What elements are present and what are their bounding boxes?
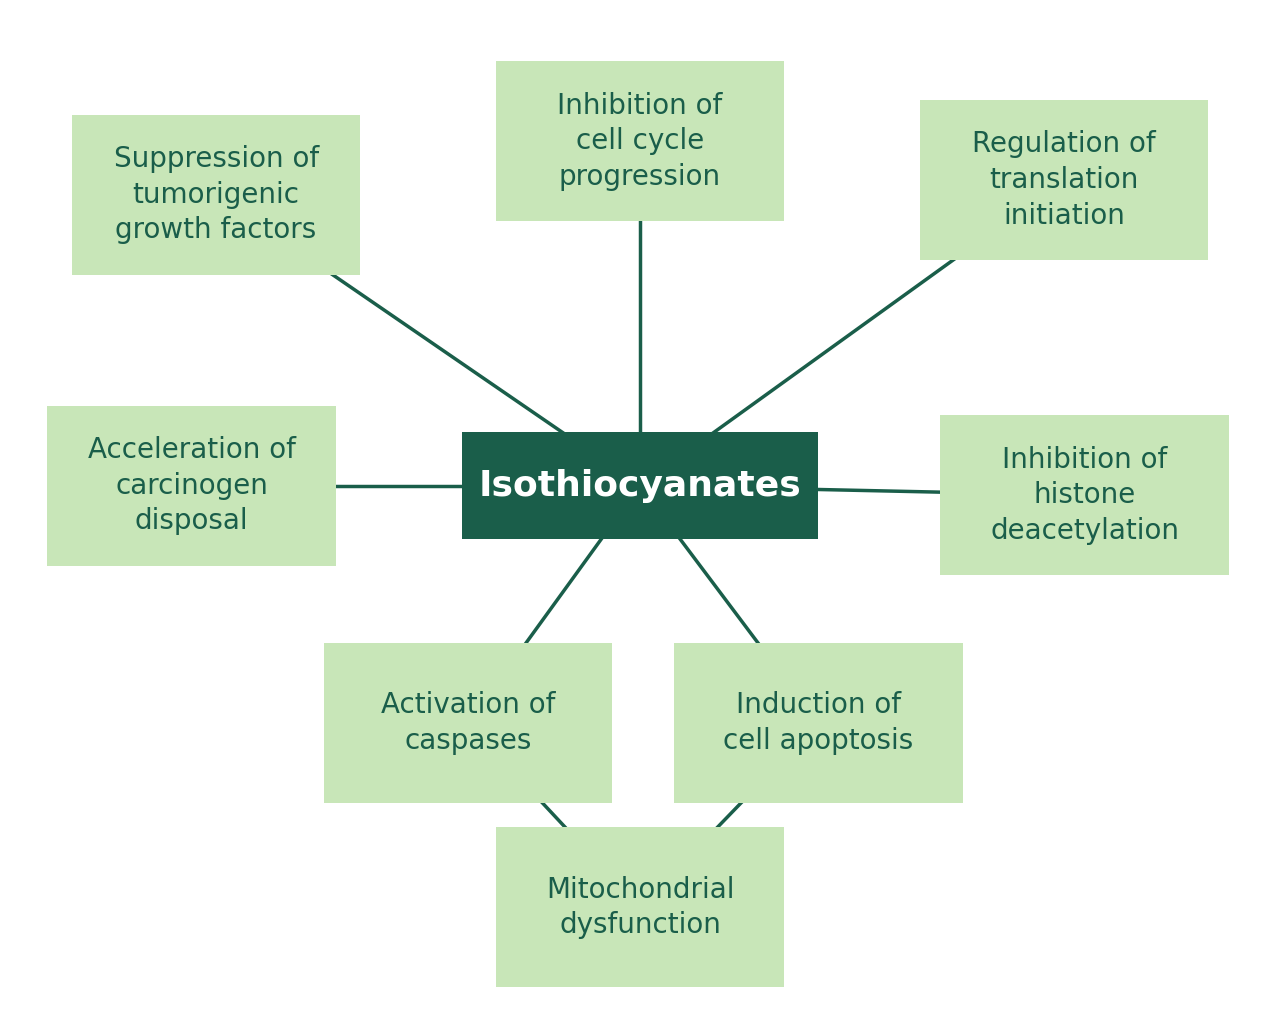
Text: Isothiocyanates: Isothiocyanates [479,469,801,503]
Text: Inhibition of
histone
deacetylation: Inhibition of histone deacetylation [991,445,1179,545]
FancyBboxPatch shape [324,643,612,803]
Text: Induction of
cell apoptosis: Induction of cell apoptosis [723,691,914,755]
Text: Acceleration of
carcinogen
disposal: Acceleration of carcinogen disposal [87,436,296,535]
Text: Suppression of
tumorigenic
growth factors: Suppression of tumorigenic growth factor… [114,145,319,244]
FancyBboxPatch shape [462,432,818,539]
Text: Mitochondrial
dysfunction: Mitochondrial dysfunction [545,876,735,939]
FancyBboxPatch shape [673,643,963,803]
FancyBboxPatch shape [72,115,361,275]
FancyBboxPatch shape [919,100,1208,261]
Text: Regulation of
translation
initiation: Regulation of translation initiation [972,130,1156,230]
FancyBboxPatch shape [47,406,335,566]
FancyBboxPatch shape [941,415,1229,576]
FancyBboxPatch shape [495,827,785,988]
FancyBboxPatch shape [495,62,785,221]
Text: Inhibition of
cell cycle
progression: Inhibition of cell cycle progression [557,92,723,191]
Text: Activation of
caspases: Activation of caspases [380,691,556,755]
